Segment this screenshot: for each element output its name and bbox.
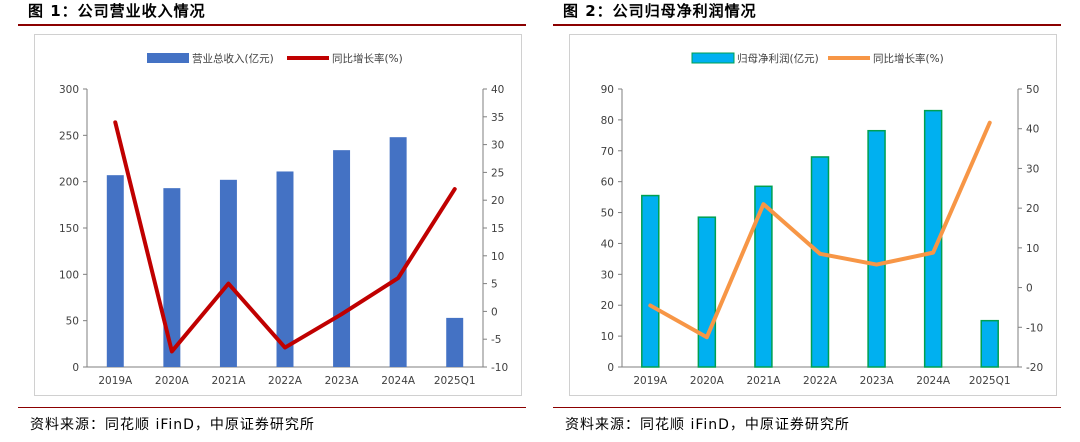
net-profit-chart: 0 10 20 30 40 50 60 70 80 90 -20 -10 0 10 20 30 40 50 2019… — [601, 52, 1044, 387]
legend-bar-swatch — [691, 52, 735, 64]
left-tick-label: 90 — [601, 84, 614, 96]
right-tick-label: 5 — [491, 279, 498, 291]
right-tick-label: -10 — [491, 362, 508, 374]
bar — [163, 188, 181, 367]
left-tick-label: 50 — [66, 316, 79, 328]
bar — [219, 179, 237, 367]
left-tick-label: 200 — [59, 177, 79, 189]
left-tick-label: 0 — [72, 362, 79, 374]
right-tick-label: -10 — [1026, 322, 1043, 334]
title-rule — [18, 24, 526, 26]
legend-bar-label: 营业总收入(亿元) — [192, 52, 274, 65]
right-tick-label: 35 — [491, 112, 504, 124]
chart-frame: 0 10 20 30 40 50 60 70 80 90 -20 -10 0 10 20 30 40 50 2019… — [569, 34, 1057, 396]
x-tick-label: 2022A — [268, 375, 303, 387]
figure-right: 图 2：公司归母净利润情况 0 10 20 30 40 50 60 70 80 90 -20 -10 0… — [553, 0, 1073, 442]
right-tick-label: 20 — [491, 195, 504, 207]
x-tick-label: 2021A — [211, 375, 246, 387]
right-tick-label: 10 — [1026, 243, 1039, 255]
bar — [446, 317, 464, 367]
bottom-rule — [18, 407, 526, 408]
x-tick-label: 2019A — [98, 375, 133, 387]
x-tick-label: 2025Q1 — [969, 375, 1011, 387]
left-tick-label: 100 — [59, 269, 79, 281]
x-tick-label: 2024A — [916, 375, 951, 387]
x-tick-label: 2023A — [860, 375, 895, 387]
left-tick-label: 10 — [601, 331, 614, 343]
left-tick-label: 80 — [601, 115, 614, 127]
right-tick-label: 40 — [491, 84, 504, 96]
right-tick-label: -5 — [491, 334, 501, 346]
bottom-rule — [553, 407, 1061, 408]
bar — [641, 194, 660, 368]
source-note: 资料来源：同花顺 iFinD，中原证券研究所 — [565, 417, 850, 433]
left-tick-label: 250 — [59, 130, 79, 142]
x-tick-label: 2023A — [325, 375, 360, 387]
x-tick-label: 2020A — [155, 375, 190, 387]
left-tick-label: 60 — [601, 177, 614, 189]
legend-bar-swatch — [147, 53, 189, 63]
line-point — [648, 303, 652, 307]
left-tick-label: 50 — [601, 208, 614, 220]
left-tick-label: 30 — [601, 269, 614, 281]
left-tick-label: 40 — [601, 238, 614, 250]
bar — [276, 171, 294, 367]
line-point — [283, 346, 287, 350]
figure-left: 图 1：公司营业收入情况 0 50 100 150 200 250 300 -10 -5 0 5 10… — [18, 0, 538, 442]
right-tick-label: 15 — [491, 223, 504, 235]
bar — [980, 319, 999, 368]
line-point — [226, 282, 230, 286]
right-tick-label: 20 — [1026, 203, 1039, 215]
right-tick-label: 0 — [491, 306, 498, 318]
line-point — [761, 202, 765, 206]
bar — [106, 175, 124, 367]
revenue-chart: 0 50 100 150 200 250 300 -10 -5 0 5 10 15 20 25 30 35 40 2… — [59, 52, 508, 387]
left-tick-label: 300 — [59, 84, 79, 96]
right-tick-label: 10 — [491, 251, 504, 263]
right-tick-label: -20 — [1026, 362, 1043, 374]
figure-title: 图 2：公司归母净利润情况 — [563, 2, 757, 20]
x-tick-label: 2025Q1 — [434, 375, 476, 387]
bar — [867, 129, 886, 368]
line-point — [988, 121, 992, 125]
legend-bar-label: 归母净利润(亿元) — [737, 52, 819, 65]
left-tick-label: 70 — [601, 146, 614, 158]
line-point — [705, 335, 709, 339]
figure-title: 图 1：公司营业收入情况 — [28, 2, 206, 20]
x-tick-label: 2020A — [690, 375, 725, 387]
line-point — [818, 252, 822, 256]
line-point — [875, 263, 879, 267]
x-tick-label: 2022A — [803, 375, 838, 387]
right-tick-label: 30 — [1026, 163, 1039, 175]
legend-line-label: 同比增长率(%) — [332, 52, 403, 65]
bar — [923, 109, 943, 368]
right-tick-label: 30 — [491, 140, 504, 152]
x-tick-label: 2021A — [746, 375, 781, 387]
left-tick-label: 150 — [59, 223, 79, 235]
right-tick-label: 40 — [1026, 124, 1039, 136]
bar — [389, 137, 407, 367]
bar — [810, 156, 830, 368]
line-point — [453, 187, 457, 191]
left-tick-label: 20 — [601, 300, 614, 312]
right-tick-label: 0 — [1026, 283, 1033, 295]
bar — [754, 185, 773, 368]
line-point — [396, 276, 400, 280]
line-point — [113, 120, 117, 124]
source-note: 资料来源：同花顺 iFinD，中原证券研究所 — [30, 417, 315, 433]
line-point — [340, 312, 344, 316]
legend-line-label: 同比增长率(%) — [873, 52, 944, 65]
line-point — [170, 349, 174, 353]
line-point — [931, 251, 935, 255]
right-tick-label: 25 — [491, 167, 504, 179]
x-tick-label: 2019A — [633, 375, 668, 387]
x-tick-label: 2024A — [381, 375, 416, 387]
right-tick-label: 50 — [1026, 84, 1039, 96]
left-tick-label: 0 — [607, 362, 614, 374]
chart-frame: 0 50 100 150 200 250 300 -10 -5 0 5 10 15 20 25 30 35 40 2… — [34, 34, 522, 396]
bar — [697, 216, 717, 368]
bar — [333, 150, 351, 367]
title-rule — [553, 24, 1061, 26]
